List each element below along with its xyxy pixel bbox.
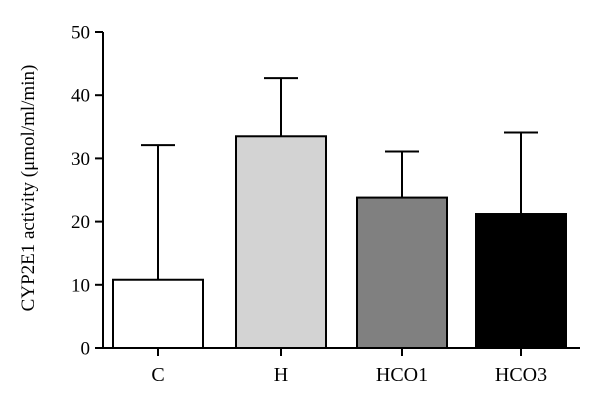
bar-hco1 [356, 196, 448, 349]
x-tick-label: C [151, 364, 164, 386]
y-tick-label: 20 [71, 212, 90, 233]
x-ticks-layer: C H HCO1 HCO3 [151, 348, 547, 386]
y-tick-label: 10 [71, 275, 90, 296]
y-axis-title: CYP2E1 activity (μmol/ml/min) [18, 65, 39, 312]
bar-h [235, 135, 327, 349]
y-tick-label: 50 [71, 23, 90, 44]
y-tick-label: 30 [71, 149, 90, 170]
error-bars-layer [141, 77, 538, 280]
bar-hco3 [475, 213, 567, 349]
y-ticks-layer: 0 10 20 30 40 50 [71, 23, 103, 360]
bars-layer [112, 135, 567, 349]
x-tick-label: HCO1 [376, 364, 428, 386]
bar-c [112, 278, 204, 349]
y-tick-label: 40 [71, 86, 90, 107]
x-tick-label: H [274, 364, 288, 386]
x-tick-label: HCO3 [495, 364, 547, 386]
axes-layer [102, 32, 580, 349]
y-tick-label: 0 [81, 339, 91, 360]
